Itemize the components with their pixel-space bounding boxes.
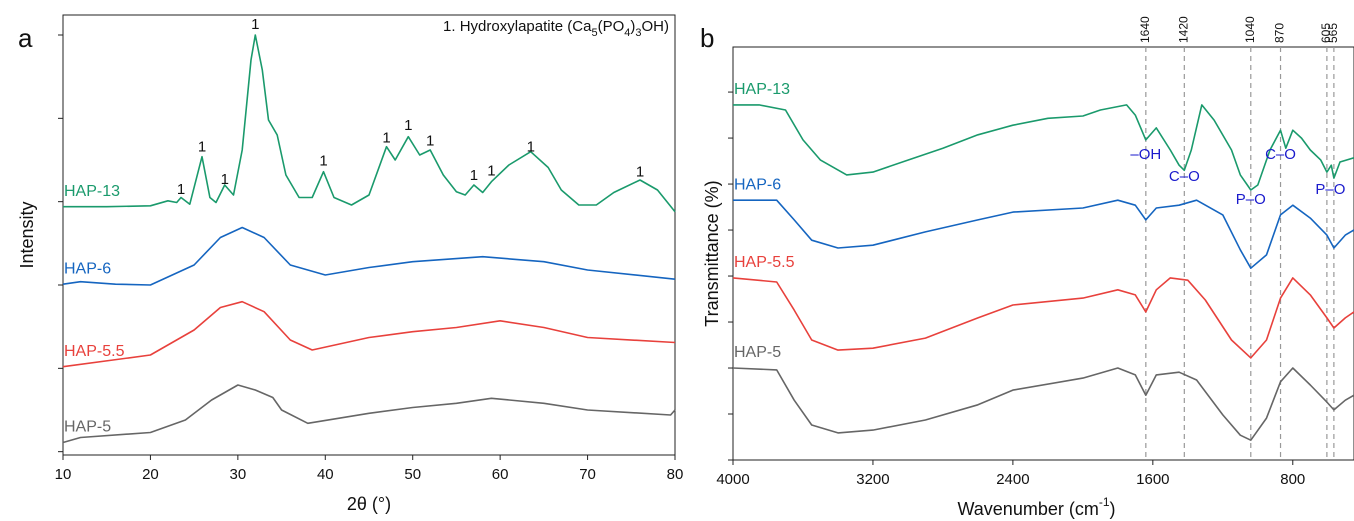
note-part: 1. Hydroxylapatite (Ca <box>443 18 592 35</box>
reference-label: 1640 <box>1138 16 1152 43</box>
series-line <box>62 300 676 368</box>
y-axis-label: Transmittance (%) <box>702 180 722 326</box>
x-tick-label: 2400 <box>996 471 1029 488</box>
annotation: P–O <box>1236 191 1266 208</box>
reference-label: 1040 <box>1243 16 1257 43</box>
x-axis-label: Wavenumber (cm-1) <box>957 495 1115 519</box>
annotation: 1 <box>198 138 206 155</box>
series-line <box>62 226 676 286</box>
annotation: 1 <box>426 133 434 150</box>
plot-frame <box>732 46 1354 461</box>
annotation: P–O <box>1315 181 1345 198</box>
annotation: –OH <box>1130 146 1161 163</box>
series-line <box>732 367 1354 441</box>
series-label: HAP-5.5 <box>64 343 125 360</box>
x-tick-label: 60 <box>492 466 509 483</box>
annotation: 1 <box>319 153 327 170</box>
note: 1. Hydroxylapatite (Ca5(PO4)3OH) <box>443 18 669 39</box>
x-tick-label: 4000 <box>716 471 749 488</box>
series-label: HAP-5.5 <box>734 254 795 271</box>
reference-label: 565 <box>1326 23 1340 43</box>
annotation: C–O <box>1169 168 1200 185</box>
x-axis-label-part: ) <box>1110 499 1116 519</box>
annotation: 1 <box>382 129 390 146</box>
x-tick-label: 30 <box>230 466 247 483</box>
note-part: 3 <box>635 27 641 39</box>
x-tick-label: 1600 <box>1136 471 1169 488</box>
annotation: 1 <box>251 16 259 33</box>
panel-label: a <box>18 23 33 53</box>
annotation: 1 <box>177 181 185 198</box>
series-line <box>63 34 676 213</box>
series-label: HAP-6 <box>734 176 781 193</box>
annotation: 1 <box>487 163 495 180</box>
series-label: HAP-5 <box>64 419 111 436</box>
x-tick-label: 800 <box>1280 471 1305 488</box>
series-line <box>732 277 1354 359</box>
note-part: OH) <box>642 18 670 35</box>
panel-label: b <box>700 23 714 53</box>
note-part: 4 <box>624 27 630 39</box>
x-tick-label: 40 <box>317 466 334 483</box>
x-tick-label: 3200 <box>856 471 889 488</box>
annotation: 1 <box>527 138 535 155</box>
plot-frame <box>62 14 676 456</box>
note-part: 5 <box>591 27 597 39</box>
annotation: 1 <box>636 163 644 180</box>
series-label: HAP-13 <box>734 81 790 98</box>
x-tick-label: 20 <box>142 466 159 483</box>
x-axis-label-part: Wavenumber (cm <box>957 499 1098 519</box>
series-line <box>733 199 1354 269</box>
series-label: HAP-13 <box>64 183 120 200</box>
series-line <box>733 104 1354 191</box>
reference-label: 605 <box>1319 23 1333 43</box>
x-tick-label: 80 <box>667 466 684 483</box>
x-tick-label: 50 <box>404 466 421 483</box>
annotation: 1 <box>470 167 478 184</box>
series-label: HAP-5 <box>734 344 781 361</box>
x-axis-label: 2θ (°) <box>347 494 391 514</box>
annotation: 1 <box>404 117 412 134</box>
series-label: HAP-6 <box>64 260 111 277</box>
annotation: C–O <box>1265 146 1296 163</box>
x-tick-label: 70 <box>579 466 596 483</box>
y-axis-label: Intensity <box>17 201 37 268</box>
series-line <box>62 384 676 444</box>
note-part: (PO <box>598 18 625 35</box>
reference-label: 870 <box>1273 23 1287 43</box>
x-axis-label-part: -1 <box>1099 495 1110 509</box>
x-tick-label: 10 <box>55 466 72 483</box>
annotation: 1 <box>221 171 229 188</box>
note-part: ) <box>630 18 635 35</box>
reference-label: 1420 <box>1176 16 1190 43</box>
